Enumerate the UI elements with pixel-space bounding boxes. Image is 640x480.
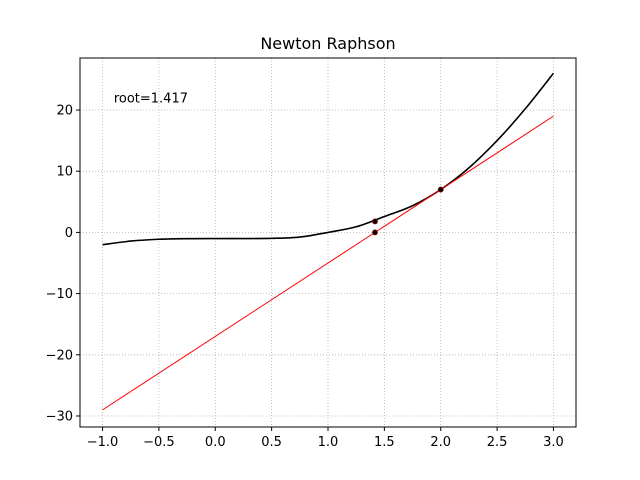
- chart-title: Newton Raphson: [260, 34, 395, 53]
- iteration-point: [437, 186, 444, 193]
- x-tick-label: 1.5: [374, 435, 395, 450]
- iteration-point: [372, 229, 378, 236]
- y-axis-ticks: −30 −20 −10 0 10 20: [46, 104, 80, 424]
- series-layer: [102, 72, 555, 411]
- y-tick-label: 0: [65, 226, 73, 241]
- y-tick-label: −30: [46, 409, 73, 424]
- x-tick-label: 2.5: [487, 435, 508, 450]
- y-tick-label: 10: [56, 165, 73, 180]
- x-axis-ticks: −1.0 −0.5 0.0 0.5 1.0 1.5 2.0 2.5 3.0: [87, 427, 564, 450]
- x-tick-label: 0.0: [205, 435, 226, 450]
- points-layer: [372, 186, 444, 236]
- plot-frame: [79, 57, 577, 428]
- tangent-line: [102, 115, 554, 411]
- x-tick-label: 0.5: [261, 435, 282, 450]
- x-tick-label: 2.0: [430, 435, 451, 450]
- x-tick-label: −0.5: [143, 435, 175, 450]
- x-tick-label: −1.0: [87, 435, 119, 450]
- iteration-point: [372, 218, 378, 225]
- function-curve: [102, 72, 555, 246]
- x-tick-label: 1.0: [318, 435, 339, 450]
- root-annotation: root=1.417: [114, 91, 188, 106]
- y-tick-label: −10: [46, 287, 73, 302]
- y-tick-label: −20: [46, 348, 73, 363]
- y-tick-label: 20: [56, 104, 73, 119]
- grid-lines: [80, 58, 576, 427]
- x-tick-label: 3.0: [543, 435, 564, 450]
